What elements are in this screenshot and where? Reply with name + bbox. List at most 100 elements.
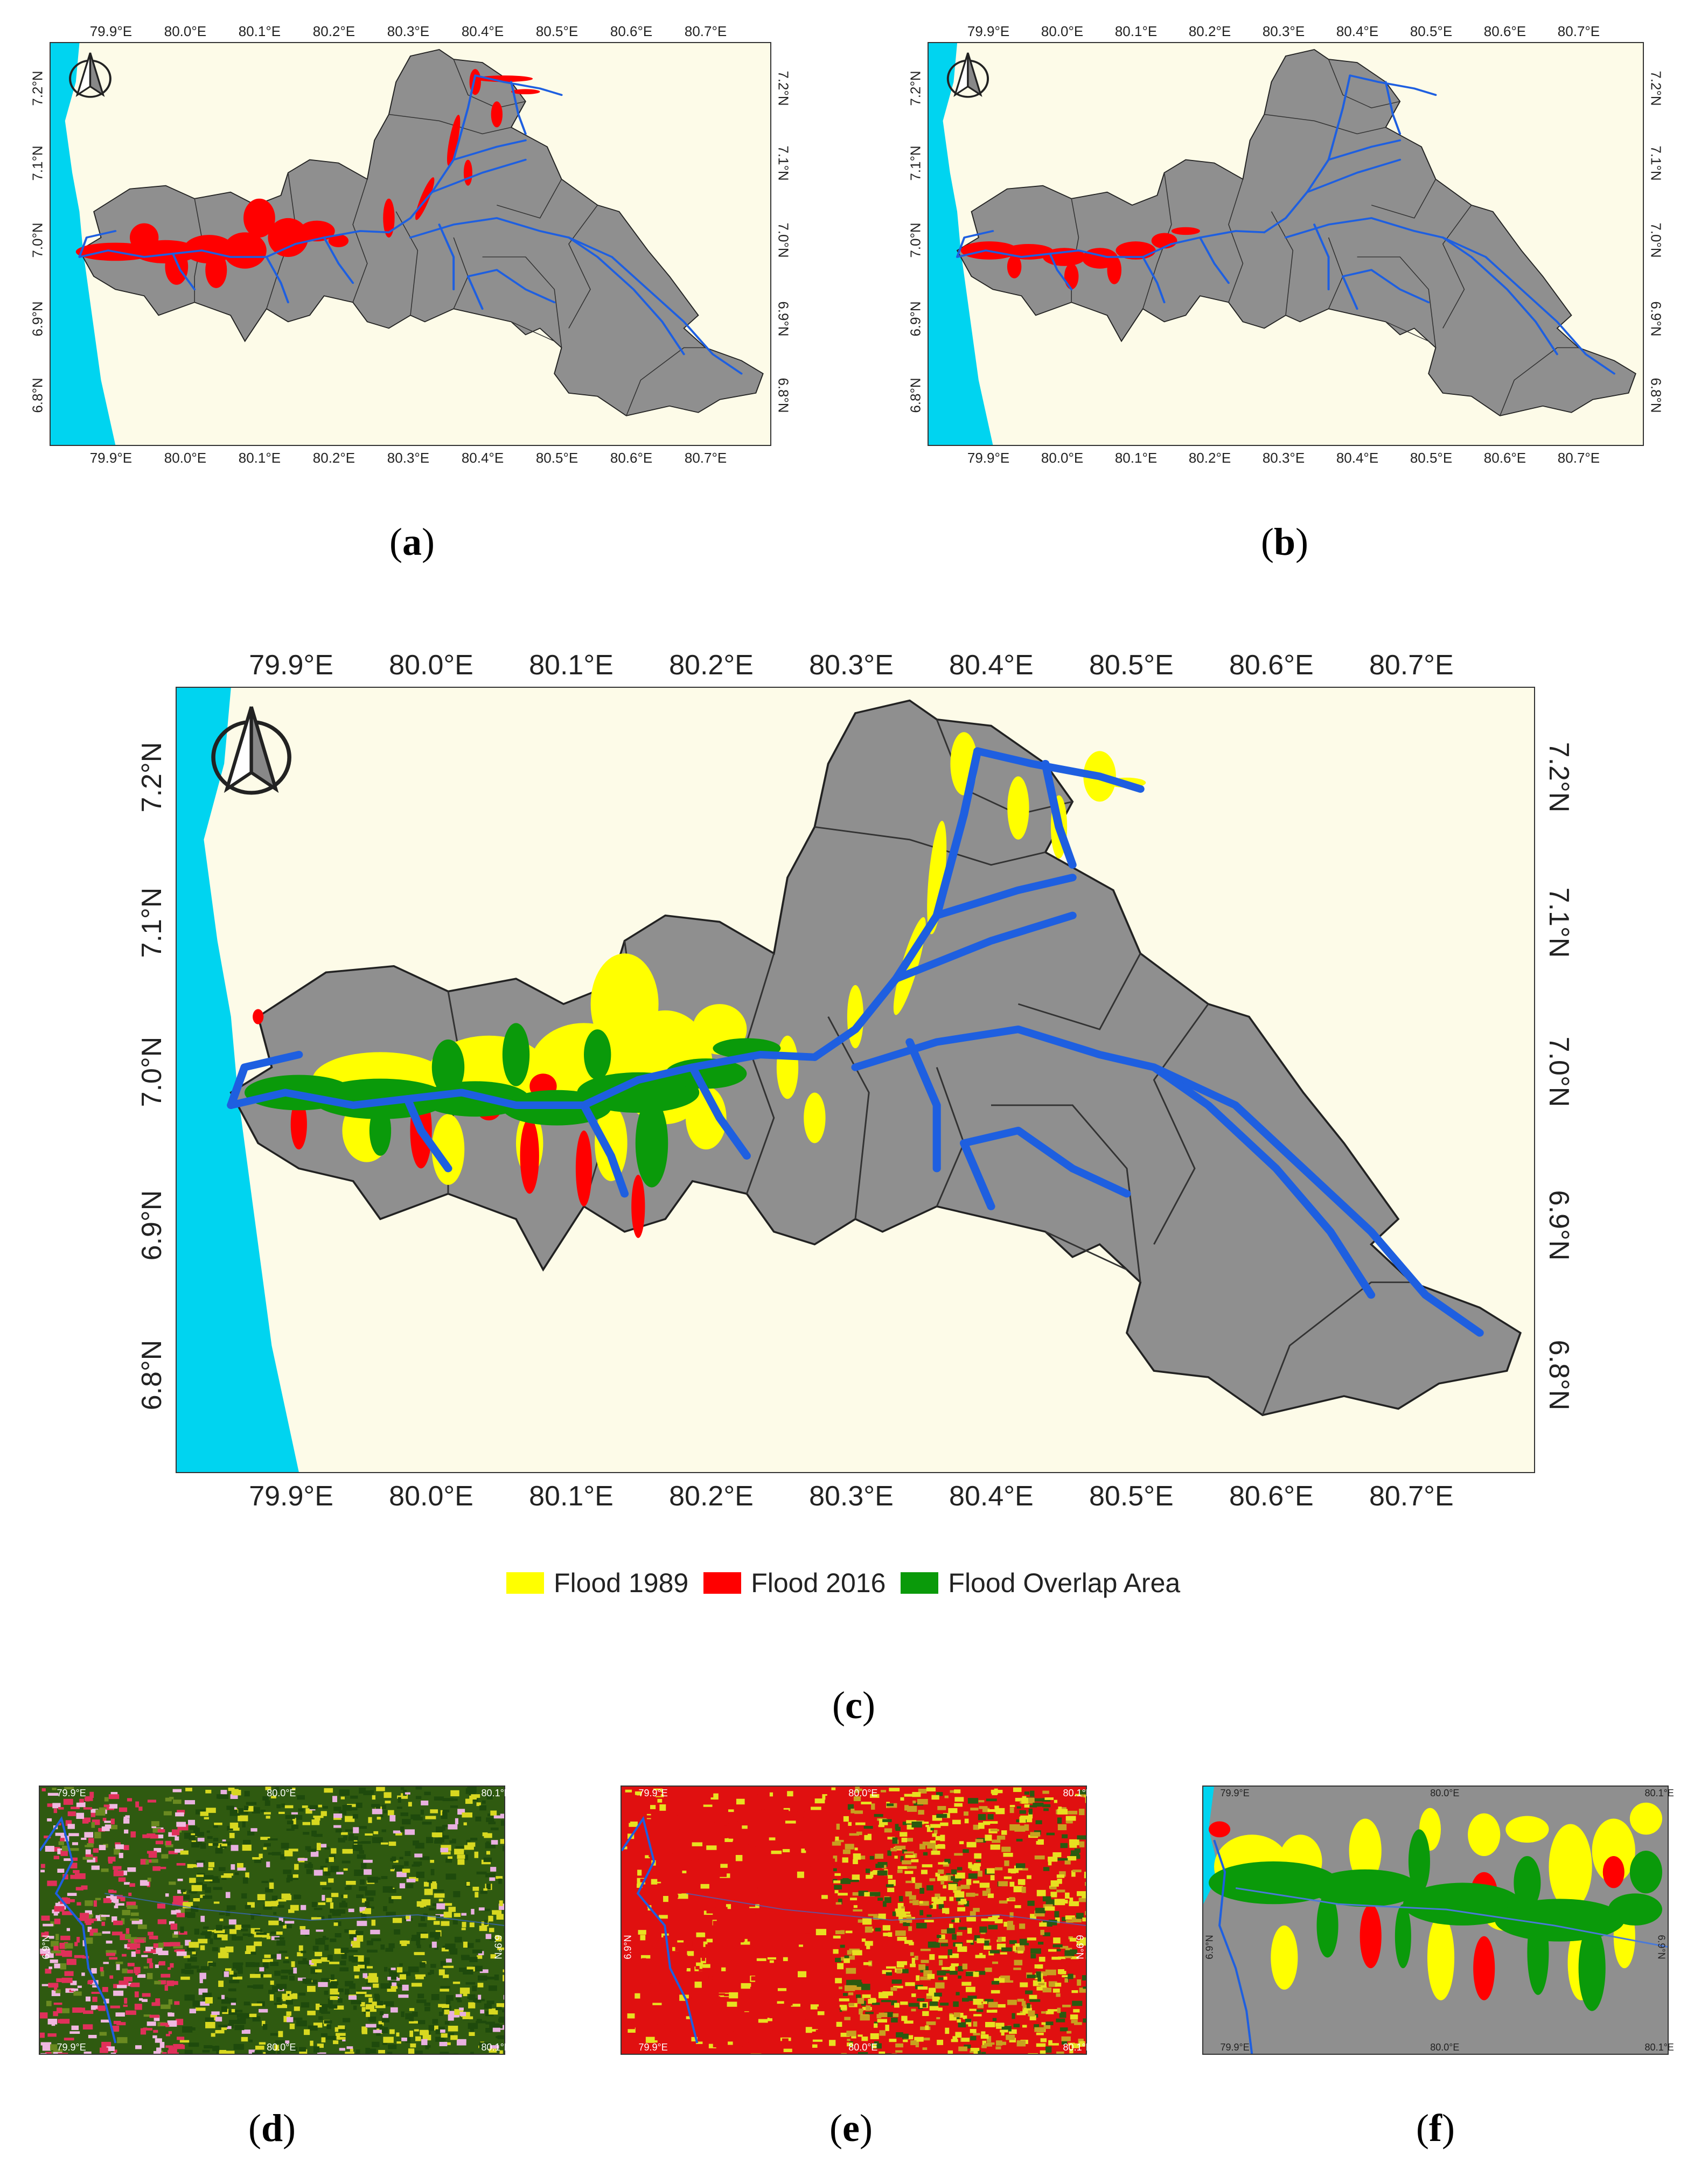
- lat-tick-label: 7.2°N: [136, 742, 168, 813]
- lat-tick-label: 6.9°N: [1656, 1935, 1667, 1959]
- lat-tick-label: 7.2°N: [775, 71, 792, 106]
- lon-tick-label: 80.4°E: [949, 649, 1034, 681]
- caption-b: (b): [1260, 520, 1309, 563]
- lat-tick-label: 7.0°N: [29, 222, 46, 258]
- map-canvas: [1203, 1787, 1668, 2054]
- legend-item-flood-2016: Flood 2016: [703, 1567, 886, 1599]
- lon-tick-label: 80.1°E: [529, 1481, 614, 1512]
- lat-tick-label: 7.1°N: [1648, 145, 1664, 181]
- lon-tick-label: 80.1°E: [1644, 1788, 1674, 1798]
- lon-tick-label: 80.5°E: [1410, 449, 1453, 466]
- lon-tick-label: 79.9°E: [89, 449, 133, 466]
- lon-tick-label: 80.1°E: [1114, 449, 1158, 466]
- lon-tick-label: 80.7°E: [684, 23, 727, 39]
- map-frame: [39, 1786, 505, 2055]
- lon-tick-label: 80.1°E: [1114, 23, 1158, 39]
- caption-f: (f): [1416, 2107, 1455, 2150]
- lat-tick-label: 6.8°N: [1648, 378, 1664, 413]
- lon-tick-label: 80.0°E: [848, 2042, 878, 2053]
- lon-tick-label: 80.4°E: [949, 1481, 1034, 1512]
- lon-tick-label: 80.0°E: [389, 1481, 473, 1512]
- lon-tick-label: 80.1°E: [481, 2042, 511, 2053]
- basin-area: [956, 49, 1636, 416]
- river-line: [686, 1893, 1086, 1926]
- lat-tick-label: 6.9°N: [40, 1935, 52, 1959]
- north-arrow-icon: [211, 706, 291, 795]
- lat-tick-label: 7.2°N: [1543, 742, 1575, 813]
- map-canvas: [177, 688, 1522, 1472]
- lon-tick-label: 80.0°E: [1041, 449, 1084, 466]
- lon-tick-label: 80.4°E: [461, 449, 504, 466]
- lon-tick-label: 80.0°E: [164, 23, 207, 39]
- sub-basin-boundaries: [194, 59, 706, 416]
- lon-tick-label: 79.9°E: [638, 2042, 668, 2053]
- lat-tick-label: 7.0°N: [1543, 1037, 1575, 1107]
- map-canvas: [929, 43, 1636, 445]
- lon-tick-label: 80.6°E: [1483, 23, 1526, 39]
- lat-tick-label: 7.1°N: [775, 145, 792, 181]
- lon-tick-label: 80.4°E: [1336, 23, 1379, 39]
- north-arrow-icon: [946, 52, 989, 98]
- caption-c: (c): [832, 1684, 875, 1727]
- lat-tick-label: 6.9°N: [1543, 1190, 1575, 1261]
- sea-area: [51, 43, 116, 445]
- lat-tick-label: 6.9°N: [1204, 1935, 1215, 1959]
- map-canvas: [40, 1787, 504, 2054]
- map-frame: [621, 1786, 1087, 2055]
- lat-tick-label: 7.1°N: [907, 145, 924, 181]
- lon-tick-label: 80.3°E: [1262, 449, 1305, 466]
- lat-tick-label: 7.0°N: [907, 222, 924, 258]
- lat-tick-label: 7.1°N: [136, 887, 168, 958]
- map-canvas: [51, 43, 764, 445]
- lon-tick-label: 80.1°E: [238, 449, 281, 466]
- lon-tick-label: 80.0°E: [267, 1788, 296, 1798]
- lat-tick-label: 7.0°N: [1648, 222, 1664, 258]
- lat-tick-label: 6.9°N: [29, 301, 46, 337]
- river-line: [40, 1816, 117, 2044]
- legend-label: Flood Overlap Area: [948, 1568, 1181, 1598]
- lat-tick-label: 6.9°N: [1074, 1935, 1085, 1959]
- lon-tick-label: 80.5°E: [1410, 23, 1453, 39]
- lon-tick-label: 80.0°E: [267, 2042, 296, 2053]
- lon-tick-label: 80.1°E: [481, 1788, 511, 1798]
- lon-tick-label: 80.6°E: [1483, 449, 1526, 466]
- lon-tick-label: 80.2°E: [1188, 449, 1231, 466]
- lon-tick-label: 80.3°E: [387, 449, 430, 466]
- lon-tick-label: 80.7°E: [1369, 1481, 1454, 1512]
- lat-tick-label: 6.9°N: [775, 301, 792, 337]
- caption-a: (a): [389, 520, 435, 563]
- lon-tick-label: 80.2°E: [312, 23, 355, 39]
- lon-tick-label: 80.0°E: [1430, 2042, 1460, 2053]
- flood-pixels: [622, 1787, 1086, 2054]
- lon-tick-label: 80.7°E: [1557, 23, 1600, 39]
- flood-overlap-layer: [1209, 1829, 1662, 2011]
- lat-tick-label: 6.9°N: [1648, 301, 1664, 337]
- legend-label: Flood 1989: [554, 1568, 689, 1598]
- lon-tick-label: 79.9°E: [89, 23, 133, 39]
- lon-tick-label: 80.7°E: [1369, 649, 1454, 681]
- caption-d: (d): [248, 2107, 296, 2150]
- lon-tick-label: 80.3°E: [809, 649, 894, 681]
- map-frame: [176, 687, 1535, 1473]
- lon-tick-label: 79.9°E: [1220, 1788, 1250, 1798]
- lat-tick-label: 6.9°N: [907, 301, 924, 337]
- north-arrow-icon: [69, 52, 111, 98]
- lat-tick-label: 6.8°N: [907, 378, 924, 413]
- lon-tick-label: 80.1°E: [529, 649, 614, 681]
- lat-tick-label: 7.2°N: [29, 71, 46, 106]
- lon-tick-label: 80.0°E: [1430, 1788, 1460, 1798]
- lon-tick-label: 80.6°E: [610, 449, 653, 466]
- lon-tick-label: 79.9°E: [57, 2042, 86, 2053]
- legend-item-flood-1989: Flood 1989: [506, 1567, 688, 1599]
- lon-tick-label: 80.2°E: [669, 649, 754, 681]
- lon-tick-label: 80.3°E: [809, 1481, 894, 1512]
- sub-basin-boundaries: [447, 719, 1412, 1415]
- lon-tick-label: 80.1°E: [238, 23, 281, 39]
- lon-tick-label: 80.3°E: [1262, 23, 1305, 39]
- lon-tick-label: 80.6°E: [1229, 649, 1314, 681]
- river-network: [227, 747, 1484, 1337]
- lat-tick-label: 7.0°N: [775, 222, 792, 258]
- legend-swatch-flood-1989: [506, 1572, 544, 1594]
- river-line: [104, 1893, 504, 1926]
- map-frame: [50, 42, 771, 446]
